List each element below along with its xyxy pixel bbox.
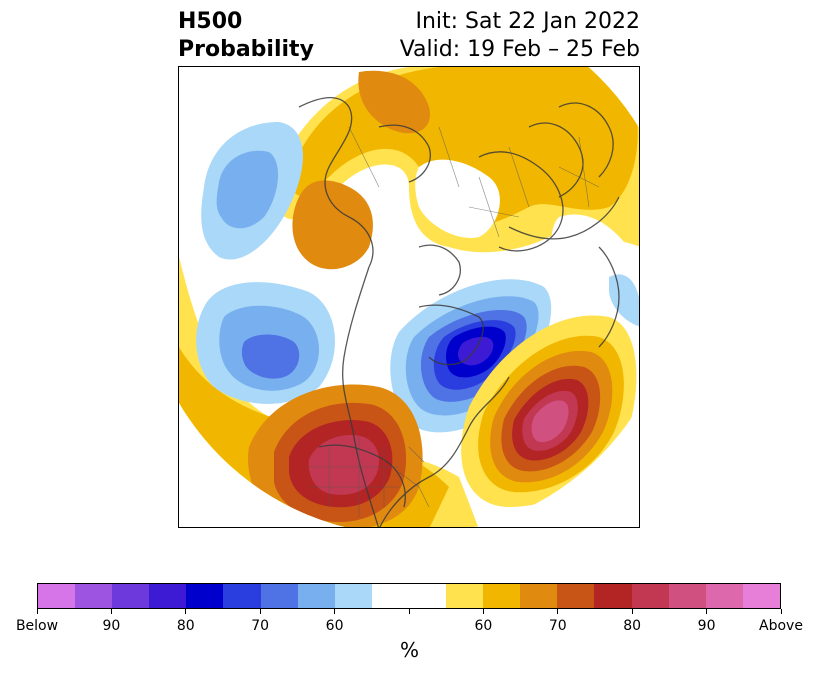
colorbar bbox=[37, 583, 781, 609]
colorbar-segment bbox=[112, 584, 150, 608]
colorbar-unit-label: % bbox=[399, 638, 419, 662]
colorbar-segment bbox=[594, 584, 632, 608]
colorbar-tick bbox=[631, 609, 633, 614]
bering-low-mid bbox=[216, 150, 279, 229]
colorbar-tick-label: 70 bbox=[548, 618, 567, 634]
colorbar-tick bbox=[36, 609, 38, 614]
colorbar-segment bbox=[371, 584, 409, 608]
init-date: Init: Sat 22 Jan 2022 bbox=[415, 9, 640, 34]
colorbar-segment bbox=[297, 584, 335, 608]
anomaly-fields bbox=[179, 67, 639, 527]
arctic-high-core-2 bbox=[358, 70, 430, 134]
colorbar-segment bbox=[223, 584, 261, 608]
pacific-low-core bbox=[241, 334, 300, 379]
coastlines bbox=[298, 96, 620, 527]
colorbar-segment bbox=[668, 584, 706, 608]
map-svg bbox=[179, 67, 639, 527]
colorbar-tick bbox=[110, 609, 112, 614]
colorbar-tick-label: 60 bbox=[325, 618, 344, 634]
political-borders bbox=[309, 126, 600, 517]
colorbar-segment bbox=[408, 584, 447, 608]
valid-range: Valid: 19 Feb – 25 Feb bbox=[399, 37, 640, 62]
colorbar-segment bbox=[483, 584, 521, 608]
colorbar-segment bbox=[446, 584, 484, 608]
title-variable: H500 bbox=[178, 9, 243, 34]
colorbar-segment bbox=[149, 584, 187, 608]
title-left: H500 Probability bbox=[178, 8, 314, 64]
colorbar-tick bbox=[482, 609, 484, 614]
colorbar-segment bbox=[631, 584, 669, 608]
colorbar-tick-label: 70 bbox=[251, 618, 270, 634]
colorbar-tick bbox=[780, 609, 782, 614]
colorbar-tick-label: Below bbox=[15, 618, 59, 634]
colorbar-segment bbox=[186, 584, 224, 608]
colorbar-segment bbox=[334, 584, 372, 608]
colorbar-tick-label: 90 bbox=[697, 618, 716, 634]
atlantic-high-core bbox=[531, 400, 569, 443]
colorbar-tick-label: Above bbox=[759, 618, 803, 634]
colorbar-ticks: Below 90 80 70 60 60 70 80 90 Above bbox=[16, 609, 803, 634]
colorbar-segment bbox=[705, 584, 743, 608]
arctic-high-core bbox=[292, 180, 373, 270]
colorbar-segment bbox=[75, 584, 113, 608]
arctic-white-hole bbox=[415, 159, 500, 238]
colorbar-tick-label: 90 bbox=[102, 618, 121, 634]
colorbar-segment bbox=[260, 584, 298, 608]
colorbar-segment bbox=[557, 584, 595, 608]
colorbar-segment bbox=[520, 584, 558, 608]
colorbar-tick bbox=[185, 609, 187, 614]
colorbar-tick bbox=[706, 609, 708, 614]
title-right: Init: Sat 22 Jan 2022 Valid: 19 Feb – 25… bbox=[400, 8, 640, 64]
colorbar-tick-label: 80 bbox=[623, 618, 642, 634]
title-product: Probability bbox=[178, 37, 314, 62]
probability-map bbox=[178, 66, 640, 528]
colorbar-tick bbox=[334, 609, 336, 614]
colorbar-tick bbox=[557, 609, 559, 614]
colorbar-tick-label: 80 bbox=[176, 618, 195, 634]
colorbar-segment bbox=[742, 584, 780, 608]
colorbar-tick bbox=[408, 609, 410, 614]
colorbar-tick-label: 60 bbox=[474, 618, 493, 634]
colorbar-tick bbox=[259, 609, 261, 614]
colorbar-segment bbox=[38, 584, 76, 608]
east-atlantic-low bbox=[609, 274, 639, 327]
